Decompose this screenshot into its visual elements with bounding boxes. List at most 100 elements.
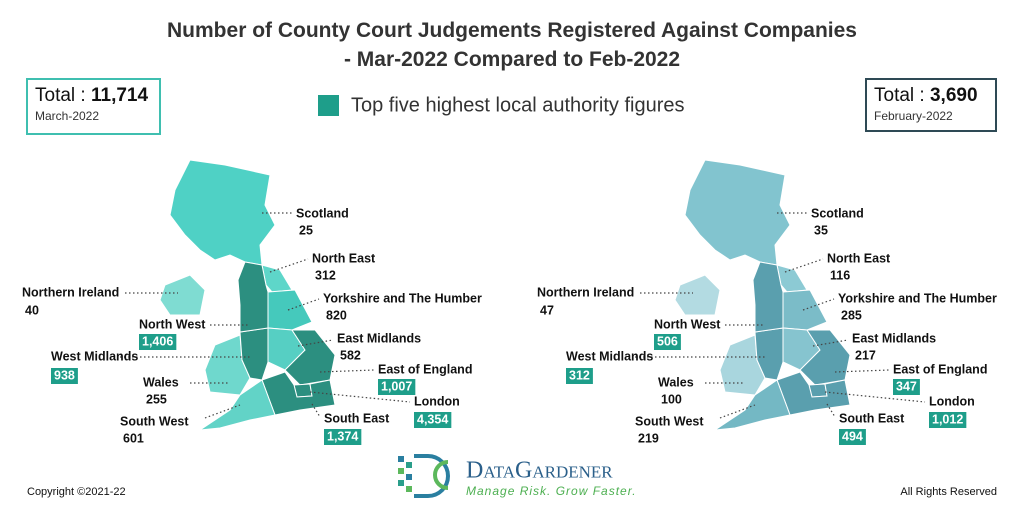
total-box <box>865 78 997 132</box>
highlight-box <box>654 334 681 350</box>
region-name: South West <box>635 414 704 428</box>
region-shape <box>782 289 828 331</box>
legend-text: Top five highest local authority figures <box>351 94 685 116</box>
total-value: 11,714 <box>91 85 148 106</box>
region-name: South West <box>120 414 189 428</box>
region-shape <box>159 274 206 316</box>
region-name: Northern Ireland <box>22 285 119 299</box>
region-value: 217 <box>855 348 876 362</box>
region-value: 820 <box>326 308 347 322</box>
region-value: 312 <box>569 368 590 382</box>
map-panel: Scotland 25 North East 312 Yorkshire and The… <box>22 159 482 445</box>
map-panel: Scotland 35 North East 116 Yorkshire and The… <box>537 159 997 445</box>
total: Total : 3,690 <box>874 85 978 106</box>
leader-line <box>824 391 926 403</box>
highlight-box <box>139 334 177 350</box>
tagline: Manage Risk. Grow Faster. <box>466 484 637 498</box>
region-value: 285 <box>841 308 862 322</box>
period: March-2022 <box>35 109 99 123</box>
region-name: North East <box>312 251 376 265</box>
highlight-box <box>378 379 416 395</box>
region-shape <box>684 159 791 266</box>
region-value: 4,354 <box>417 412 448 426</box>
region-value: 100 <box>661 392 682 406</box>
region-shape <box>261 371 336 416</box>
region-name: Yorkshire and The Humber <box>323 291 482 305</box>
highlight-box <box>566 368 593 384</box>
region-name: Scotland <box>296 206 349 220</box>
region-name: South East <box>324 411 390 425</box>
region-value: 116 <box>830 268 850 282</box>
highlight-box <box>324 429 362 445</box>
region-value: 1,012 <box>932 412 963 426</box>
region-value: 347 <box>896 379 917 393</box>
region-shape <box>267 289 313 331</box>
region-value: 25 <box>299 223 313 237</box>
region-value: 494 <box>842 429 863 443</box>
region-name: Yorkshire and The Humber <box>838 291 997 305</box>
copyright: Copyright ©2021-22 <box>27 486 126 498</box>
leader-line <box>784 258 824 273</box>
highlight-box <box>929 412 967 428</box>
rights: All Rights Reserved <box>900 486 997 498</box>
region-name: South East <box>839 411 905 425</box>
region-value: 40 <box>25 303 39 317</box>
region-name: West Midlands <box>51 349 138 363</box>
highlight-box <box>839 429 866 445</box>
leader-line <box>826 403 836 418</box>
region-value: 1,374 <box>327 429 358 443</box>
leader-line <box>309 391 411 403</box>
brand: DataGardener <box>466 458 613 484</box>
region-shape <box>776 371 851 416</box>
total-label: Total : <box>874 85 930 106</box>
leader-line <box>287 298 320 311</box>
total-value: 3,690 <box>930 85 978 106</box>
region-name: East Midlands <box>337 331 421 345</box>
region-name: Wales <box>658 375 694 389</box>
highlight-box <box>51 368 78 384</box>
region-name: North West <box>139 317 206 331</box>
region-value: 1,406 <box>142 334 173 348</box>
leader-line <box>834 369 890 373</box>
region-value: 582 <box>340 348 361 362</box>
period: February-2022 <box>874 109 953 123</box>
region-name: North West <box>654 317 721 331</box>
region-value: 35 <box>814 223 828 237</box>
region-name: East of England <box>378 362 472 376</box>
total-label: Total : <box>35 85 91 106</box>
region-name: London <box>414 394 460 408</box>
region-value: 506 <box>657 334 678 348</box>
total-box <box>26 78 161 135</box>
region-value: 938 <box>54 368 75 382</box>
region-name: East Midlands <box>852 331 936 345</box>
region-value: 47 <box>540 303 554 317</box>
highlight-box <box>893 379 920 395</box>
region-value: 1,007 <box>381 379 412 393</box>
region-shape <box>752 261 784 333</box>
region-value: 312 <box>315 268 336 282</box>
region-name: Scotland <box>811 206 864 220</box>
region-name: North East <box>827 251 891 265</box>
region-name: West Midlands <box>566 349 653 363</box>
region-value: 601 <box>123 431 144 445</box>
region-name: Northern Ireland <box>537 285 634 299</box>
legend-swatch <box>318 95 339 116</box>
region-shape <box>169 159 276 266</box>
region-shape <box>237 261 269 333</box>
total: Total : 11,714 <box>35 85 148 106</box>
title: Number of County Court Judgements Regist… <box>167 19 857 71</box>
leader-line <box>269 258 309 273</box>
leader-line <box>802 298 835 311</box>
region-shape <box>714 379 791 431</box>
highlight-box <box>414 412 452 428</box>
region-name: East of England <box>893 362 987 376</box>
region-shape <box>199 379 276 431</box>
region-value: 219 <box>638 431 659 445</box>
region-name: Wales <box>143 375 179 389</box>
logo: DataGardener Manage Risk. Grow Faster. <box>398 454 637 498</box>
region-value: 255 <box>146 392 167 406</box>
region-name: London <box>929 394 975 408</box>
leader-line <box>319 369 375 373</box>
